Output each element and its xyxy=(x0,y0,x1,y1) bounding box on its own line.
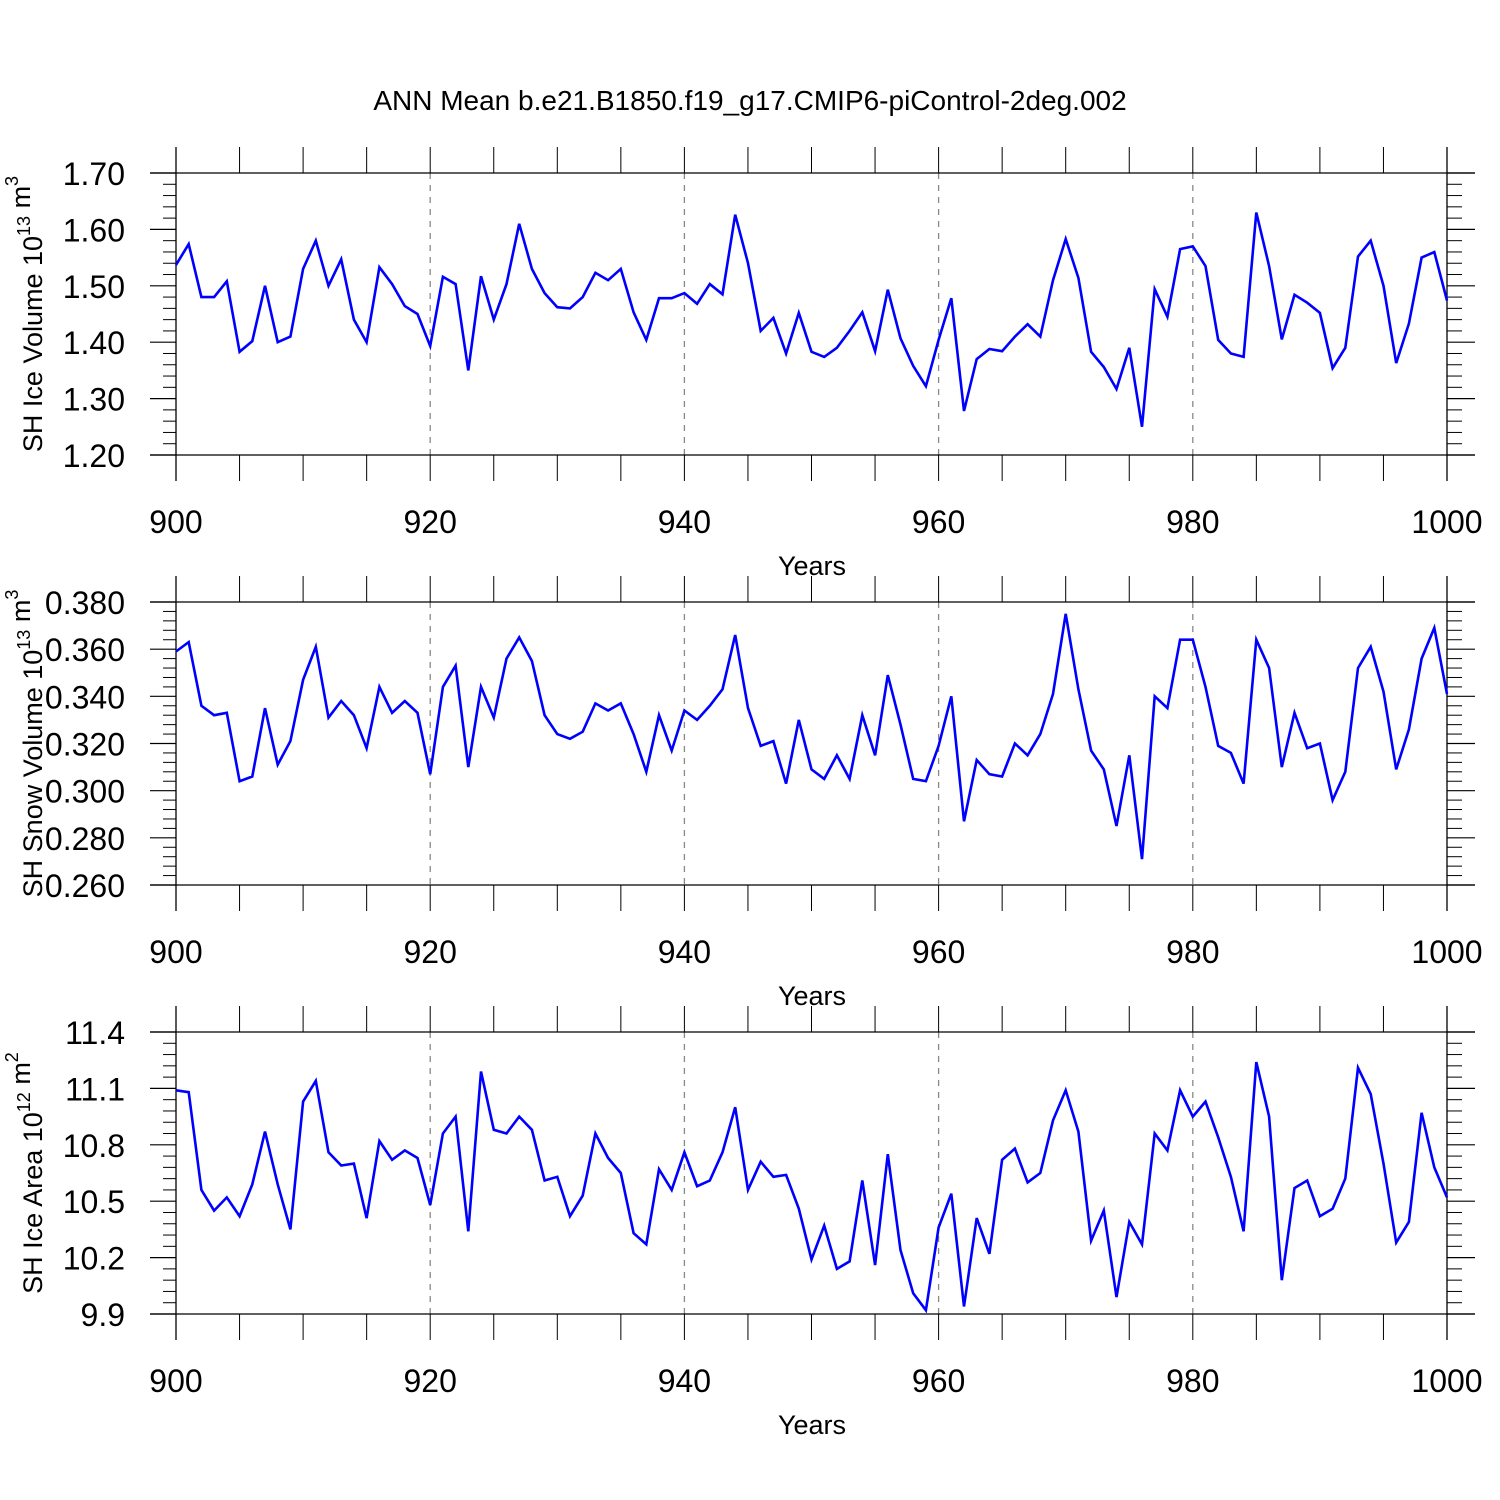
x-tick-label: 900 xyxy=(149,1363,202,1399)
x-tick-label: 960 xyxy=(912,1363,965,1399)
y-tick-label: 11.4 xyxy=(65,1015,125,1051)
x-tick-label: 960 xyxy=(912,504,965,540)
y-tick-label: 1.50 xyxy=(63,269,125,305)
x-tick-label: 1000 xyxy=(1411,1363,1482,1399)
y-tick-label: 0.280 xyxy=(45,821,125,857)
panel-3: 9.9 10.2 10.5 10.8 11.1 11.4 900 920 940 960 980 10… xyxy=(2,1006,1483,1440)
x-tick-label: 1000 xyxy=(1411,504,1482,540)
y-tick-label: 10.2 xyxy=(63,1241,125,1277)
y-axis-label-exponent: 13 xyxy=(14,216,34,236)
y-axis-label-part: m xyxy=(6,600,36,630)
y-axis-label-part: SH Ice Area 10 xyxy=(18,1112,48,1294)
x-tick-label: 960 xyxy=(912,934,965,970)
y-axis-label-exponent: 12 xyxy=(14,1092,34,1112)
y-tick-label: 10.5 xyxy=(63,1184,125,1220)
y-tick-label: 1.40 xyxy=(63,325,125,361)
x-axis-label: Years xyxy=(778,1410,846,1440)
panel-2: 0.260 0.280 0.300 0.320 0.340 0.360 0.380 900 92… xyxy=(2,576,1483,1011)
data-series-line xyxy=(175,1061,1449,1314)
x-tick-label: 1000 xyxy=(1411,934,1482,970)
x-tick-label: 900 xyxy=(149,934,202,970)
x-tick-label: 920 xyxy=(404,934,457,970)
x-tick-label: 980 xyxy=(1166,934,1219,970)
y-tick-label: 0.360 xyxy=(45,632,125,668)
y-axis-label-exponent: 13 xyxy=(14,630,34,650)
y-tick-label: 0.320 xyxy=(45,727,125,763)
y-axis-label: SH Ice Area 1012 m2 xyxy=(2,1052,48,1294)
y-axis-label: SH Snow Volume 1013 m3 xyxy=(2,590,48,898)
y-tick-label: 1.60 xyxy=(63,212,125,248)
y-tick-label: 0.340 xyxy=(45,679,125,715)
y-tick-label: 9.9 xyxy=(81,1297,125,1333)
y-tick-label: 0.300 xyxy=(45,774,125,810)
y-tick-label: 1.30 xyxy=(63,382,125,418)
y-tick-label: 10.8 xyxy=(63,1128,125,1164)
y-axis-label-part: SH Snow Volume 10 xyxy=(18,650,48,898)
y-tick-label: 0.380 xyxy=(45,585,125,621)
chart-title: ANN Mean b.e21.B1850.f19_g17.CMIP6-piCon… xyxy=(373,85,1126,116)
x-tick-label: 920 xyxy=(404,1363,457,1399)
y-axis-label-exponent: 3 xyxy=(2,176,22,186)
panel-1: 1.20 1.30 1.40 1.50 1.60 1.70 900 920 940 960 980 1… xyxy=(2,147,1483,581)
x-tick-label: 940 xyxy=(658,934,711,970)
x-tick-label: 980 xyxy=(1166,504,1219,540)
y-axis-label-exponent: 2 xyxy=(2,1052,22,1062)
y-axis-label-part: SH Ice Volume 10 xyxy=(18,236,48,452)
y-tick-label: 1.70 xyxy=(63,156,125,192)
data-series-line xyxy=(174,212,1449,428)
y-tick-label: 0.260 xyxy=(45,868,125,904)
y-axis-label: SH Ice Volume 1013 m3 xyxy=(2,176,48,452)
y-axis-label-part: m xyxy=(6,186,36,216)
y-axis-label-exponent: 3 xyxy=(2,590,22,600)
x-tick-label: 920 xyxy=(404,504,457,540)
x-tick-label: 980 xyxy=(1166,1363,1219,1399)
x-tick-label: 900 xyxy=(149,504,202,540)
x-tick-label: 940 xyxy=(658,1363,711,1399)
y-tick-label: 11.1 xyxy=(65,1071,125,1107)
y-tick-label: 1.20 xyxy=(63,438,125,474)
y-axis-label-part: m xyxy=(6,1062,36,1092)
x-tick-label: 940 xyxy=(658,504,711,540)
data-series-line xyxy=(175,613,1449,860)
